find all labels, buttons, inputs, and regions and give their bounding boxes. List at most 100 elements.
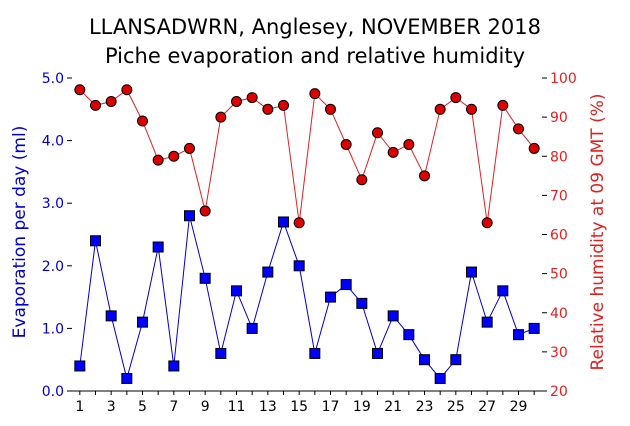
left-tick-label: 5.0	[42, 71, 64, 87]
x-tick-label: 25	[447, 399, 465, 415]
evaporation-point	[121, 372, 133, 384]
evaporation-point	[74, 360, 86, 372]
x-tick-label: 15	[290, 399, 308, 415]
x-tick-label: 3	[107, 399, 116, 415]
humidity-point	[152, 154, 164, 166]
left-tick-label: 0.0	[42, 384, 64, 400]
evaporation-point	[231, 285, 242, 297]
x-tick-label: 5	[138, 399, 147, 415]
humidity-point	[90, 99, 101, 111]
right-tick-label: 20	[550, 384, 568, 400]
humidity-point	[121, 84, 133, 96]
left-tick-label: 2.0	[42, 259, 64, 275]
humidity-point	[513, 123, 524, 135]
evaporation-point	[309, 347, 321, 359]
left-y-axis-ticks: 0.0 1.0 2.0 3.0 4.0 5.0	[42, 71, 72, 400]
humidity-point	[293, 217, 305, 229]
humidity-point	[497, 99, 509, 111]
evaporation-point	[152, 241, 164, 253]
evaporation-point	[466, 266, 477, 278]
evaporation-point	[497, 285, 509, 297]
right-tick-label: 80	[550, 149, 568, 165]
left-tick-label: 1.0	[42, 321, 64, 337]
evaporation-point	[372, 347, 383, 359]
x-tick-label: 23	[416, 399, 434, 415]
humidity-point	[528, 142, 540, 154]
humidity-point	[278, 99, 289, 111]
right-tick-label: 70	[550, 188, 568, 204]
evaporation-point	[387, 310, 399, 322]
left-tick-label: 3.0	[42, 196, 64, 212]
right-tick-label: 100	[550, 71, 577, 87]
evaporation-point	[325, 291, 336, 303]
evaporation-point	[137, 316, 148, 328]
x-tick-label: 7	[169, 399, 178, 415]
humidity-point	[309, 88, 321, 100]
right-tick-label: 50	[550, 267, 568, 283]
humidity-point	[184, 142, 195, 154]
humidity-point	[419, 170, 430, 182]
evaporation-point	[403, 329, 415, 341]
humidity-point	[74, 84, 86, 96]
evaporation-point	[481, 316, 493, 328]
evaporation-point	[528, 322, 540, 334]
right-tick-label: 90	[550, 110, 568, 126]
x-tick-label: 1	[75, 399, 84, 415]
humidity-series-markers	[74, 84, 540, 229]
left-y-axis-label: Evaporation per day (ml)	[10, 126, 30, 339]
evaporation-point	[340, 279, 352, 291]
evaporation-point	[262, 266, 274, 278]
evaporation-point	[246, 322, 258, 334]
right-y-axis-ticks: 20 30 40 50 60 70 80 90 100	[542, 71, 577, 400]
humidity-point	[168, 150, 180, 162]
right-tick-label: 30	[550, 345, 568, 361]
chart-title: LLANSADWRN, Anglesey, NOVEMBER 2018	[89, 15, 541, 39]
evaporation-point	[90, 235, 101, 247]
humidity-point	[325, 103, 336, 115]
x-tick-label: 9	[201, 399, 210, 415]
humidity-point	[246, 92, 258, 104]
humidity-point	[356, 174, 368, 186]
right-y-axis-label: Relative humidity at 09 GMT (%)	[588, 93, 608, 370]
x-tick-label: 11	[228, 399, 246, 415]
x-tick-label: 17	[322, 399, 340, 415]
humidity-point	[466, 103, 477, 115]
evaporation-point	[215, 347, 227, 359]
evaporation-point	[450, 354, 462, 366]
humidity-point	[262, 103, 274, 115]
humidity-point	[403, 139, 415, 151]
x-axis-ticks: 1 3 5 7 9 11 13 15 17 19 21 23 25 27 29	[75, 391, 535, 415]
x-tick-label: 21	[384, 399, 402, 415]
right-tick-label: 40	[550, 306, 568, 322]
humidity-point	[434, 103, 446, 115]
left-tick-label: 4.0	[42, 134, 64, 150]
evaporation-series-markers	[74, 210, 540, 384]
evaporation-point	[513, 329, 524, 341]
evaporation-point	[184, 210, 195, 222]
evaporation-point	[278, 216, 289, 228]
evaporation-point	[199, 272, 211, 284]
evaporation-point	[168, 360, 180, 372]
evaporation-point	[419, 354, 430, 366]
humidity-point	[450, 92, 462, 104]
evaporation-series-line	[79, 215, 535, 381]
humidity-point	[137, 115, 148, 127]
humidity-point	[481, 217, 493, 229]
humidity-point	[215, 111, 227, 123]
evaporation-point	[293, 260, 305, 272]
x-tick-label: 19	[353, 399, 371, 415]
humidity-point	[372, 127, 383, 139]
humidity-point	[199, 205, 211, 217]
right-tick-label: 60	[550, 228, 568, 244]
x-tick-label: 27	[478, 399, 496, 415]
humidity-point	[105, 95, 117, 107]
x-tick-label: 13	[259, 399, 277, 415]
chart-subtitle: Piche evaporation and relative humidity	[105, 44, 525, 68]
x-tick-label: 29	[510, 399, 528, 415]
humidity-point	[231, 95, 242, 107]
evaporation-point	[356, 297, 368, 309]
humidity-point	[387, 146, 399, 158]
humidity-point	[340, 139, 352, 151]
evaporation-point	[434, 372, 446, 384]
